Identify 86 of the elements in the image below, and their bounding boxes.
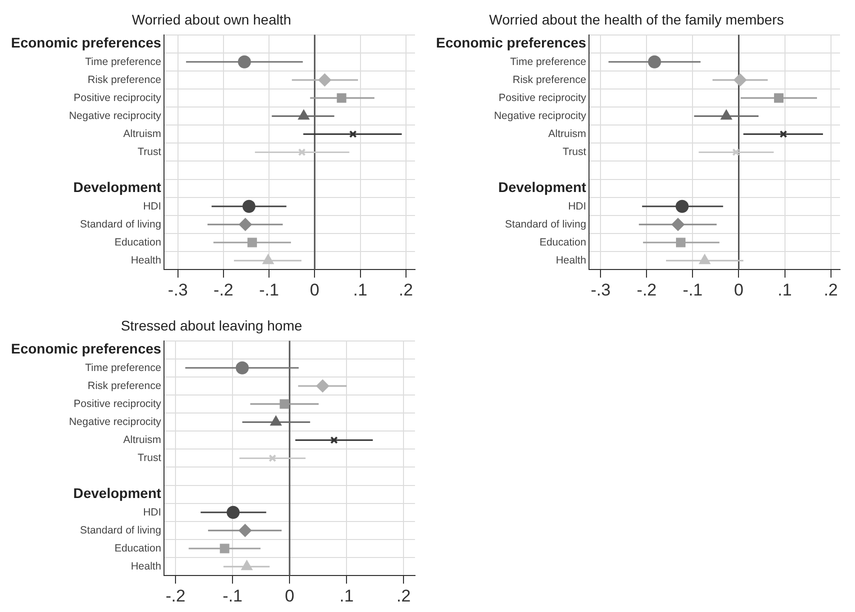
point [671, 218, 684, 231]
chart-title: Stressed about leaving home [120, 317, 302, 334]
point [732, 148, 740, 156]
x-tick-label: -.3 [168, 280, 188, 300]
x-tick-label: -.2 [636, 280, 657, 300]
chart-title: Worried about the health of the family members [489, 11, 784, 28]
point [270, 416, 282, 426]
point [316, 379, 330, 392]
point [734, 73, 747, 86]
point [698, 254, 710, 264]
y-tick-label: Positive reciprocity [498, 92, 587, 104]
point [676, 200, 689, 213]
y-tick-label: Altruism [123, 434, 162, 446]
point [242, 200, 256, 213]
point [280, 399, 290, 409]
x-tick-label: -.1 [259, 280, 279, 300]
point [336, 93, 346, 103]
point [648, 55, 662, 68]
y-tick-label: Development [73, 485, 162, 502]
point [238, 218, 252, 231]
y-tick-label: Standard of living [505, 218, 586, 230]
point [330, 436, 338, 444]
x-tick-label: -.1 [222, 586, 242, 606]
x-tick-label: .2 [398, 280, 413, 300]
y-tick-label: Risk preference [88, 380, 162, 392]
point [268, 454, 276, 462]
y-tick-label: Time preference [510, 56, 586, 68]
x-tick-label: 0 [310, 280, 320, 300]
y-tick-label: Economic preferences [11, 340, 162, 357]
y-tick-label: Time preference [85, 362, 162, 374]
y-tick-label: Positive reciprocity [74, 92, 162, 104]
x-tick-label: .1 [353, 280, 368, 300]
point [241, 560, 253, 570]
x-tick-label: -.2 [166, 586, 186, 606]
y-tick-label: Altruism [123, 128, 162, 140]
y-tick-label: Negative reciprocity [68, 110, 162, 122]
y-tick-label: Economic preferences [436, 34, 586, 51]
point [349, 130, 357, 138]
y-tick-label: Risk preference [512, 74, 586, 86]
y-tick-label: Development [498, 179, 586, 196]
point [238, 55, 251, 68]
y-tick-label: Health [556, 254, 586, 266]
x-tick-label: .2 [396, 586, 411, 606]
point [262, 254, 274, 264]
point [774, 93, 784, 103]
point [220, 544, 230, 554]
x-tick-label: 0 [284, 586, 294, 606]
point [720, 110, 732, 120]
point [298, 110, 310, 120]
y-tick-label: Trust [138, 452, 162, 464]
y-tick-label: Positive reciprocity [74, 398, 162, 410]
point [236, 361, 249, 374]
x-tick-label: -.3 [590, 280, 611, 300]
y-tick-label: Education [114, 542, 162, 554]
y-tick-label: HDI [143, 200, 162, 212]
point [780, 130, 788, 138]
point [298, 148, 306, 156]
x-tick-label: .1 [778, 280, 792, 300]
y-tick-label: HDI [143, 506, 162, 518]
x-tick-label: -.1 [682, 280, 703, 300]
y-tick-label: Standard of living [80, 524, 162, 536]
y-tick-label: Economic preferences [11, 34, 162, 51]
x-tick-label: -.2 [214, 280, 234, 300]
y-tick-label: Education [539, 236, 586, 248]
y-tick-label: Time preference [85, 56, 162, 68]
point [318, 73, 332, 86]
y-tick-label: Risk preference [88, 74, 162, 86]
y-tick-label: Health [130, 254, 162, 266]
point [676, 238, 686, 248]
x-tick-label: 0 [734, 280, 744, 300]
y-tick-label: HDI [568, 200, 586, 212]
y-tick-label: Education [114, 236, 162, 248]
y-tick-label: Trust [562, 146, 586, 158]
point [247, 238, 257, 248]
y-tick-label: Health [130, 560, 162, 572]
point [226, 506, 240, 519]
chart-title: Worried about own health [132, 11, 292, 28]
point [238, 524, 252, 537]
y-tick-label: Negative reciprocity [494, 110, 587, 122]
y-tick-label: Altruism [548, 128, 586, 140]
x-tick-label: .2 [824, 280, 838, 300]
y-tick-label: Standard of living [80, 218, 162, 230]
x-tick-label: .1 [340, 586, 354, 606]
y-tick-label: Trust [138, 146, 162, 158]
y-tick-label: Development [73, 179, 162, 196]
y-tick-label: Negative reciprocity [68, 416, 162, 428]
